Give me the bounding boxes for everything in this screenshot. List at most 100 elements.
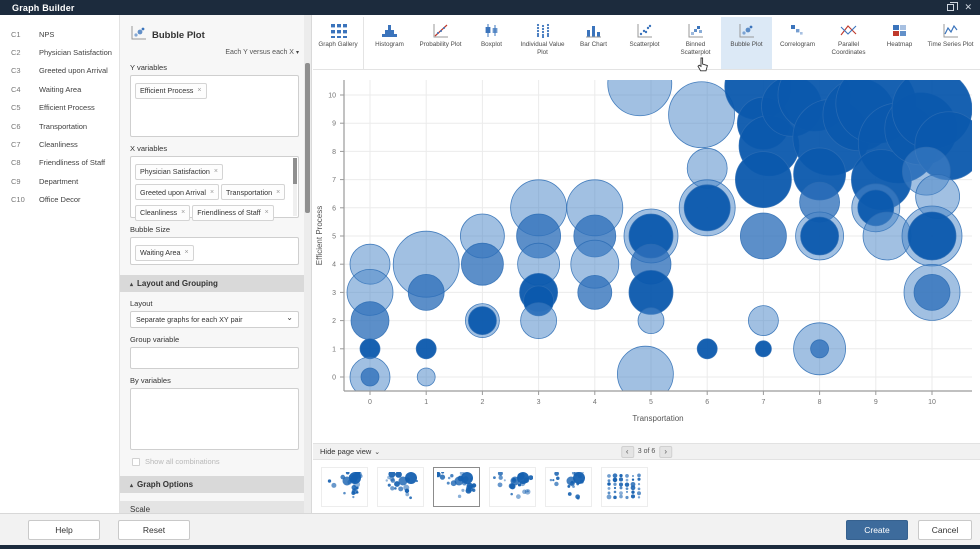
page-view-bar: Hide page view ⌄ ‹ 3 of 6 ›: [313, 443, 980, 460]
create-button[interactable]: Create: [846, 519, 908, 540]
page-thumbnail-1[interactable]: [321, 467, 368, 507]
layout-select[interactable]: Separate graphs for each XY pair ⌄: [130, 311, 299, 328]
main-area: Graph Gallery Histogram Probability Plot…: [313, 15, 980, 513]
gallery-item-label: Parallel Coordinates: [831, 41, 866, 56]
variable-chip[interactable]: Waiting Area ×: [135, 244, 194, 261]
column-item-c2[interactable]: C2 Physician Satisfaction: [0, 43, 119, 61]
gallery-item-boxplot[interactable]: Boxplot: [466, 17, 517, 69]
section-layout-and-grouping[interactable]: ▴ Layout and Grouping: [120, 275, 311, 292]
gallery-item-time-series-plot[interactable]: Time Series Plot: [925, 17, 976, 69]
remove-chip-icon[interactable]: ×: [213, 168, 219, 175]
column-id: C5: [11, 103, 21, 113]
variable-chip[interactable]: Efficient Process ×: [135, 82, 207, 99]
probability-plot-icon: [432, 22, 449, 38]
variable-chip[interactable]: Cleanliness ×: [135, 204, 191, 221]
remove-chip-icon[interactable]: ×: [197, 87, 202, 94]
gallery-item-label: Boxplot: [480, 41, 502, 48]
column-item-c10[interactable]: C10 Office Decor: [0, 191, 119, 209]
column-item-c6[interactable]: C6 Transportation: [0, 117, 119, 135]
reset-button[interactable]: Reset: [118, 519, 190, 540]
column-item-c8[interactable]: C8 Friendliness of Staff: [0, 154, 119, 172]
column-item-c3[interactable]: C3 Greeted upon Arrival: [0, 62, 119, 80]
section-graph-options[interactable]: ▴ Graph Options: [120, 476, 311, 493]
page-thumbnail-5[interactable]: [545, 467, 592, 507]
gallery-item-label: Bar Chart: [580, 41, 607, 48]
page-thumbnail-2[interactable]: [377, 467, 424, 507]
column-name: NPS: [39, 29, 55, 39]
svg-text:8: 8: [332, 149, 336, 156]
by-variables-box[interactable]: [130, 388, 299, 450]
gallery-item-individual-value-plot[interactable]: Individual Value Plot: [517, 17, 568, 69]
column-name: Greeted upon Arrival: [39, 66, 108, 76]
remove-chip-icon[interactable]: ×: [209, 188, 215, 196]
column-id: C10: [11, 195, 25, 205]
variable-chip[interactable]: Physician Satisfaction ×: [135, 163, 224, 180]
group-variable-box[interactable]: [130, 347, 299, 369]
panel-scrollbar[interactable]: [304, 15, 311, 513]
svg-text:9: 9: [332, 121, 336, 128]
column-id: C1: [11, 29, 21, 39]
gallery-item-label: Graph Gallery: [318, 41, 358, 48]
column-name: Waiting Area: [39, 84, 82, 94]
restore-window-icon[interactable]: [947, 2, 959, 11]
page-thumbnail-6[interactable]: [601, 467, 648, 507]
bubble-plot-chart: 0 1 2 3 4 5 6 7 8 9 10 0 1 2 3 4 5 6 7 8 9 10 Transportation Ef…: [313, 73, 980, 443]
gallery-item-scatterplot[interactable]: Scatterplot: [619, 17, 670, 69]
variable-chip[interactable]: Transportation ×: [221, 184, 286, 200]
svg-text:1: 1: [424, 399, 428, 406]
column-id: C6: [11, 121, 21, 131]
x-variables-scrollbar[interactable]: [293, 158, 297, 216]
column-item-c4[interactable]: C4 Waiting Area: [0, 80, 119, 98]
column-item-c5[interactable]: C5 Efficient Process: [0, 99, 119, 117]
column-id: C8: [11, 158, 21, 168]
gallery-item-parallel-coordinates[interactable]: Parallel Coordinates: [823, 17, 874, 69]
y-variables-box[interactable]: Efficient Process ×: [130, 75, 299, 137]
y-variables-label: Y variables: [130, 63, 167, 72]
page-thumbnail-3[interactable]: [433, 467, 480, 507]
svg-text:4: 4: [593, 399, 597, 406]
gallery-item-histogram[interactable]: Histogram: [364, 17, 415, 69]
correlogram-icon: [789, 22, 806, 38]
x-variables-box[interactable]: Physician Satisfaction × Greeted upon Arr…: [130, 156, 299, 221]
column-item-c9[interactable]: C9 Department: [0, 172, 119, 190]
gallery-item-bubble-plot[interactable]: Bubble Plot: [721, 17, 772, 69]
remove-chip-icon[interactable]: ×: [184, 249, 189, 256]
previous-page-button[interactable]: ‹: [620, 445, 634, 458]
gallery-item-label: Heatmap: [886, 41, 913, 48]
cancel-button[interactable]: Cancel: [918, 519, 972, 540]
column-id: C4: [11, 84, 21, 94]
y-versus-x-mode-dropdown[interactable]: Each Y versus each X ▾: [130, 49, 299, 56]
gallery-item-heatmap[interactable]: Heatmap: [874, 17, 925, 69]
mode-label: Each Y versus each X: [225, 49, 294, 56]
column-name: Efficient Process: [39, 103, 95, 113]
gallery-item-correlogram[interactable]: Correlogram: [772, 17, 823, 69]
column-item-c7[interactable]: C7 Cleanliness: [0, 135, 119, 153]
chart-type-gallery: Graph Gallery Histogram Probability Plot…: [313, 17, 980, 70]
close-window-icon[interactable]: ✕: [964, 2, 972, 12]
variable-chip[interactable]: Greeted upon Arrival ×: [135, 184, 220, 200]
gallery-item-label: Binned Scatterplot: [680, 41, 711, 56]
remove-chip-icon[interactable]: ×: [264, 209, 269, 216]
svg-text:10: 10: [328, 93, 336, 100]
gallery-item-label: Scatterplot: [629, 41, 660, 48]
page-thumbnail-4[interactable]: [489, 467, 536, 507]
gallery-item-binned-scatterplot[interactable]: Binned Scatterplot: [670, 17, 721, 69]
remove-chip-icon[interactable]: ×: [276, 188, 281, 196]
chevron-down-icon: ⌄: [286, 313, 293, 322]
bubble-size-box[interactable]: Waiting Area ×: [130, 237, 299, 265]
hide-page-view-toggle[interactable]: Hide page view ⌄: [320, 447, 381, 456]
column-item-c1[interactable]: C1 NPS: [0, 25, 119, 43]
layout-label: Layout: [130, 299, 153, 308]
gallery-item-graph-gallery[interactable]: Graph Gallery: [313, 17, 364, 69]
variable-chip[interactable]: Friendliness of Staff ×: [192, 204, 274, 221]
help-button[interactable]: Help: [28, 519, 100, 540]
gallery-item-probability-plot[interactable]: Probability Plot: [415, 17, 466, 69]
remove-chip-icon[interactable]: ×: [181, 209, 186, 216]
svg-text:9: 9: [874, 399, 878, 406]
by-variables-label: By variables: [130, 376, 171, 385]
checkbox-icon: [132, 457, 140, 466]
next-page-button[interactable]: ›: [659, 445, 673, 458]
gallery-item-bar-chart[interactable]: Bar Chart: [568, 17, 619, 69]
svg-text:6: 6: [705, 399, 709, 406]
chevron-down-icon: ▾: [295, 50, 299, 56]
